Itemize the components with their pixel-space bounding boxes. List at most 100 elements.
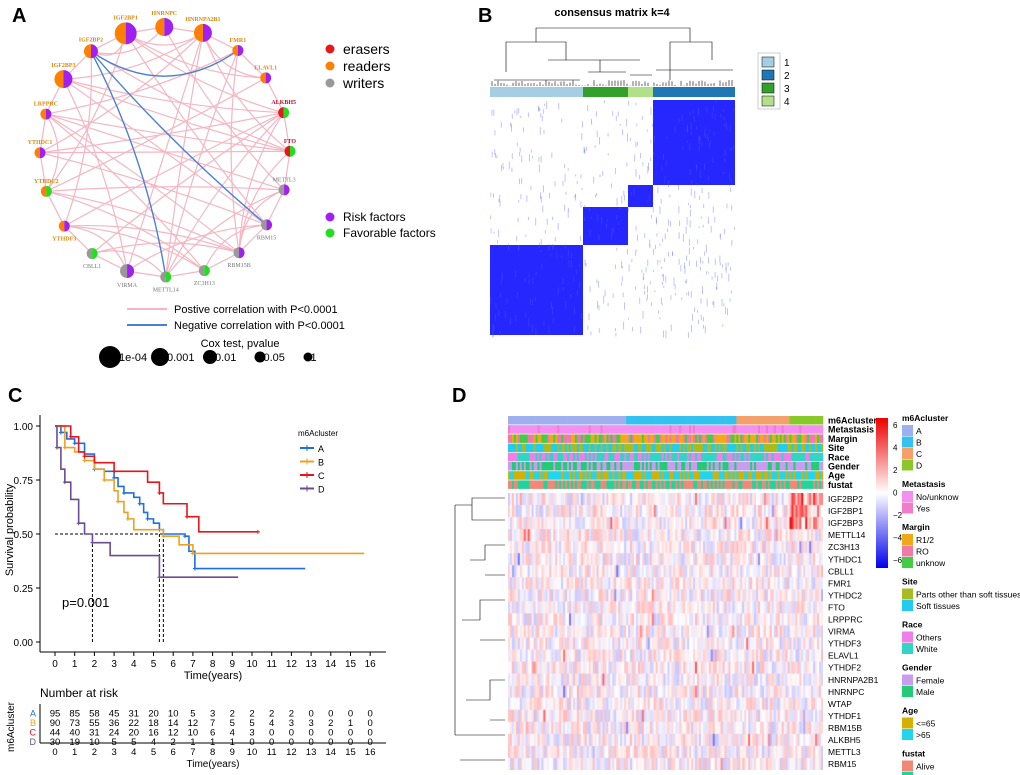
annotation-cell [602,480,605,489]
consensus-speck [655,218,657,223]
consensus-speck [670,324,672,332]
annotation-cell [736,443,739,453]
risk-count: 5 [230,718,235,729]
annotation-cell [722,462,725,471]
annotation-cell [659,434,662,443]
consensus-speck [662,238,663,242]
annotation-cell [815,434,818,443]
consensus-speck [578,264,580,267]
consensus-speck [590,331,592,336]
consensus-speck [495,302,497,309]
annotation-cell [634,434,637,443]
annotation-cell [594,416,597,425]
annotation-cell [805,452,808,462]
annotation-cell [765,471,769,480]
negative-correlation-edge [90,49,239,77]
annotation-cell [606,416,609,425]
legend-label: R1/2 [916,535,934,545]
dendrogram-branch [535,27,691,42]
annotation-cell [523,452,527,462]
gene-node [155,18,174,37]
consensus-speck [704,127,706,132]
annotation-cell [667,425,670,434]
consensus-speck [538,242,540,249]
annotation-cell [578,462,582,471]
annotation-cell [767,480,771,489]
annotation-cell [571,443,574,453]
consensus-speck [717,275,719,282]
annotation-cell [647,425,651,434]
consensus-speck [623,321,625,330]
annotation-cell [533,443,536,453]
consensus-speck [519,152,521,157]
risk-count: 22 [129,718,140,729]
consensus-speck [584,217,585,221]
annotation-cell [616,452,619,462]
annotation-cell [545,462,548,471]
negative-correlation-edge [90,50,268,226]
annotation-cell [795,416,798,425]
legend-label: Parts other than soft tissues [916,590,1020,600]
consensus-speck [491,109,493,116]
annotation-cell [533,480,536,489]
censor-mark [62,480,67,485]
annotation-cell [720,462,723,471]
consensus-speck [715,286,717,290]
annotation-cell [572,416,576,425]
annotation-cell [551,425,554,434]
annotation-cell [517,425,521,434]
annotation-cell [736,434,739,443]
risk-count: 73 [69,718,80,729]
annotation-cell [821,416,824,425]
annotation-cell [626,452,629,462]
annotation-cell [724,416,727,425]
node-label: CBLL1 [83,264,101,270]
annotation-cell [799,471,802,480]
x-tick-label: 16 [365,659,377,670]
annotation-cell [574,416,578,425]
consensus-speck [591,216,592,219]
annotation-cell [578,443,582,453]
annotation-cell [574,434,578,443]
consensus-speck [686,126,688,133]
consensus-speck [628,317,630,320]
annotation-cell [643,425,647,434]
annotation-track-race [508,452,824,462]
annotation-cell [561,425,564,434]
node-role-half [278,184,285,196]
consensus-speck [494,130,496,136]
consensus-noise [490,100,735,339]
consensus-speck [564,173,566,182]
annotation-cell [783,434,786,443]
annotation-cell [513,425,517,434]
node-role-half [155,18,165,37]
annotation-cell [708,452,712,462]
consensus-speck [728,273,730,282]
annotation-cell [732,462,735,471]
consensus-block [653,100,735,185]
annotation-cell [592,416,595,425]
p-value-annotation: p=0.001 [62,595,109,610]
annotation-cell [805,462,808,471]
annotation-cell [598,471,601,480]
consensus-speck [493,193,494,198]
annotation-cell [628,480,631,489]
annotation-cell [771,434,775,443]
annotation-cell [698,471,702,480]
annotation-cell [661,471,664,480]
consensus-legend-label: 3 [784,84,790,95]
annotation-cell [541,425,544,434]
consensus-speck [695,183,697,186]
consensus-speck [591,121,593,125]
annotation-cell [634,416,637,425]
risk-count: 12 [188,718,199,729]
annotation-cell [710,462,714,471]
annotation-cell [618,480,621,489]
positive-correlation-edge [62,78,128,272]
panel-label-d: D [452,385,466,407]
consensus-speck [658,310,659,314]
annotation-cell [706,471,710,480]
consensus-speck [623,194,625,201]
annotation-cell [567,452,570,462]
